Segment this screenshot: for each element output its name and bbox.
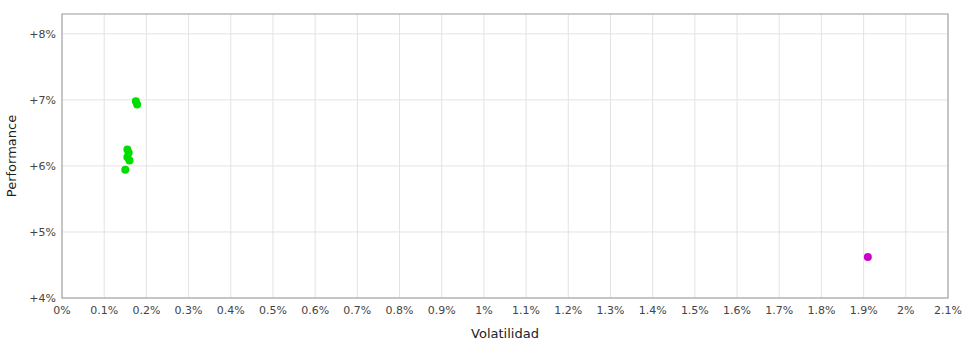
y-tick-label: +8% <box>29 28 56 41</box>
points <box>121 97 872 261</box>
x-tick-label: 1.9% <box>850 304 878 317</box>
x-grid-line <box>188 14 189 298</box>
x-grid-line <box>104 14 105 298</box>
y-grid-line <box>62 99 948 100</box>
x-tick-label: 0.8% <box>386 304 414 317</box>
x-grid-line <box>737 14 738 298</box>
chart: 0% 0.1% 0.2% 0.3% 0.4% 0.5% 0.6% 0.7% 0.8% 0.9% 1%… <box>0 0 966 350</box>
x-grid-line <box>272 14 273 298</box>
x-tick-label: 1.2% <box>554 304 582 317</box>
y-tick-label: +6% <box>29 160 56 173</box>
x-tick-label: 0.2% <box>132 304 160 317</box>
x-tick-label: 0.6% <box>301 304 329 317</box>
x-grid-line <box>568 14 569 298</box>
x-tick-label: 0.9% <box>428 304 456 317</box>
x-tick-label: 1.6% <box>723 304 751 317</box>
x-grid-line <box>526 14 527 298</box>
y-grid-line <box>62 231 948 232</box>
x-tick-label: 1.4% <box>639 304 667 317</box>
x-tick-label: 1.5% <box>681 304 709 317</box>
x-axis-label: Volatilidad <box>471 326 539 341</box>
x-tick-label: 0.5% <box>259 304 287 317</box>
x-tick-label: 1.7% <box>765 304 793 317</box>
x-grid-line <box>905 14 906 298</box>
x-tick-label: 0.7% <box>343 304 371 317</box>
grid <box>62 14 948 298</box>
y-axis-label: Performance <box>4 115 19 197</box>
x-tick-label: 0.4% <box>217 304 245 317</box>
x-grid-line <box>821 14 822 298</box>
x-tick-label: 0% <box>53 304 70 317</box>
x-grid-line <box>441 14 442 298</box>
x-tick-label: 1% <box>475 304 492 317</box>
x-tick-label: 2.1% <box>934 304 962 317</box>
x-grid-line <box>315 14 316 298</box>
x-grid-line <box>779 14 780 298</box>
y-tick-label: +5% <box>29 226 56 239</box>
series <box>121 97 141 174</box>
x-grid-line <box>357 14 358 298</box>
x-tick-label: 2% <box>897 304 914 317</box>
x-tick-label: 1.3% <box>596 304 624 317</box>
x-tick-label: 0.3% <box>175 304 203 317</box>
x-grid-line <box>694 14 695 298</box>
point <box>121 166 129 174</box>
y-grid-line <box>62 165 948 166</box>
plot-background <box>62 14 948 298</box>
plot-frame <box>62 14 948 298</box>
x-tick-label: 1.1% <box>512 304 540 317</box>
x-grid-line <box>230 14 231 298</box>
point <box>126 157 134 165</box>
point <box>133 100 141 108</box>
x-grid-line <box>610 14 611 298</box>
x-grid-line <box>863 14 864 298</box>
x-grid-line <box>483 14 484 298</box>
x-grid-line <box>652 14 653 298</box>
axes: 0% 0.1% 0.2% 0.3% 0.4% 0.5% 0.6% 0.7% 0.8% 0.9% 1%… <box>29 28 962 317</box>
y-grid-line <box>62 33 948 34</box>
x-grid-line <box>399 14 400 298</box>
x-tick-label: 1.8% <box>807 304 835 317</box>
series <box>864 253 872 261</box>
y-tick-label: +7% <box>29 94 56 107</box>
y-tick-label: +4% <box>29 292 56 305</box>
point <box>864 253 872 261</box>
x-grid-line <box>146 14 147 298</box>
x-tick-label: 0.1% <box>90 304 118 317</box>
